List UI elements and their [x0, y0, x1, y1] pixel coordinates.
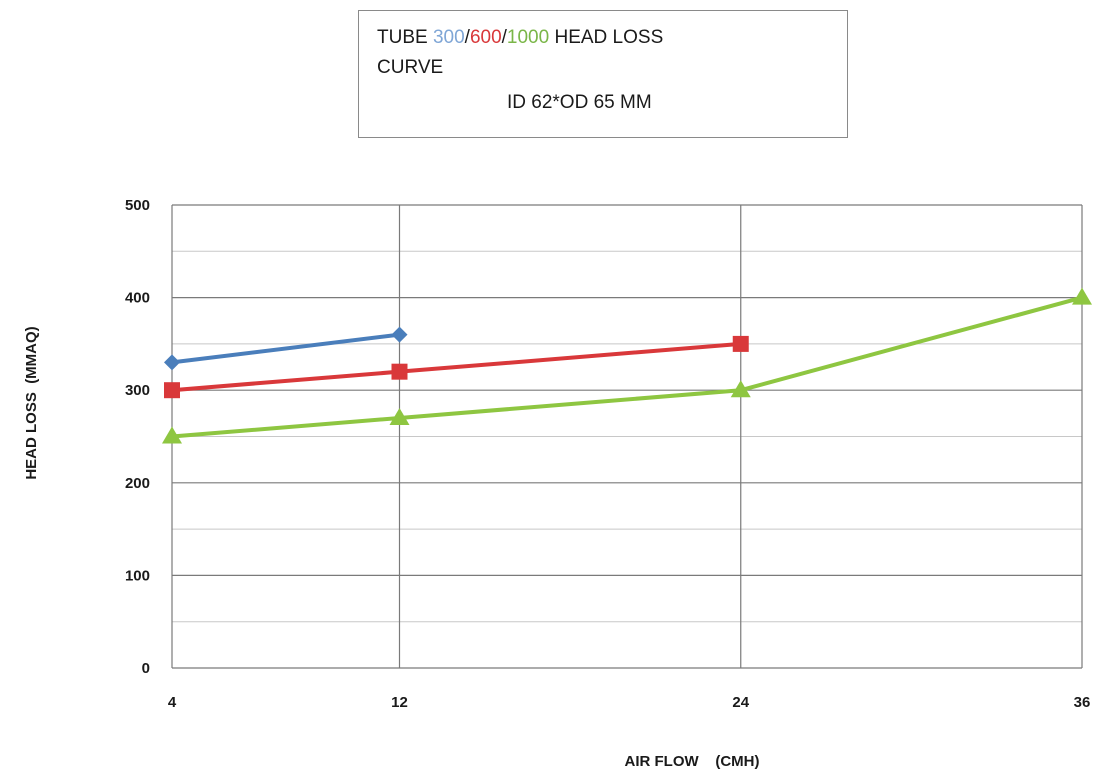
y-axis-ticks: 0 100 200 300 400 500: [125, 197, 150, 677]
y-axis-title: HEAD LOSS (MMAQ): [23, 326, 40, 479]
x-tick-label: 36: [1074, 694, 1091, 711]
chart-title-line-2: CURVE: [377, 57, 444, 78]
chart-title-line-1: TUBE 300/600/1000 HEAD LOSS: [377, 27, 663, 49]
data-point-1000: [730, 380, 751, 398]
data-point-600: [732, 335, 749, 352]
data-point-1000: [1072, 287, 1092, 305]
data-series: [162, 287, 1092, 444]
data-point-600: [164, 382, 180, 399]
series-1000: [162, 287, 1092, 444]
data-point-1000: [162, 426, 182, 444]
title-separator-1: /: [464, 27, 470, 48]
chart-subtitle: ID 62*OD 65 MM: [507, 92, 652, 113]
data-point-1000: [389, 407, 410, 425]
y-tick-label: 400: [125, 290, 150, 307]
y-tick-label: 100: [125, 567, 150, 584]
chart-title-box: TUBE 300/600/1000 HEAD LOSS CURVE ID 62*…: [358, 10, 848, 138]
x-tick-label: 12: [391, 694, 408, 711]
title-series-600: 600: [469, 27, 502, 48]
y-tick-label: 300: [125, 382, 150, 399]
x-axis-title: AIR FLOW (CMH): [625, 753, 760, 770]
x-axis-ticks: 4 12 24 36: [168, 694, 1091, 711]
series-line-300: [171, 332, 400, 365]
series-600: [164, 335, 749, 399]
title-series-1000: 1000: [506, 27, 550, 48]
title-suffix: HEAD LOSS: [549, 27, 664, 48]
title-series-300: 300: [432, 27, 465, 48]
x-tick-label: 4: [168, 694, 177, 711]
title-prefix: TUBE: [377, 27, 433, 48]
data-point-300: [164, 354, 180, 371]
series-line-1000: [171, 295, 1083, 439]
y-tick-label: 0: [142, 660, 150, 677]
data-point-600: [391, 363, 408, 380]
data-point-300: [391, 326, 408, 343]
y-tick-label: 500: [125, 197, 150, 214]
y-tick-label: 200: [125, 475, 150, 492]
series-300: [164, 326, 408, 371]
x-tick-label: 24: [732, 694, 749, 711]
title-separator-2: /: [501, 27, 507, 48]
